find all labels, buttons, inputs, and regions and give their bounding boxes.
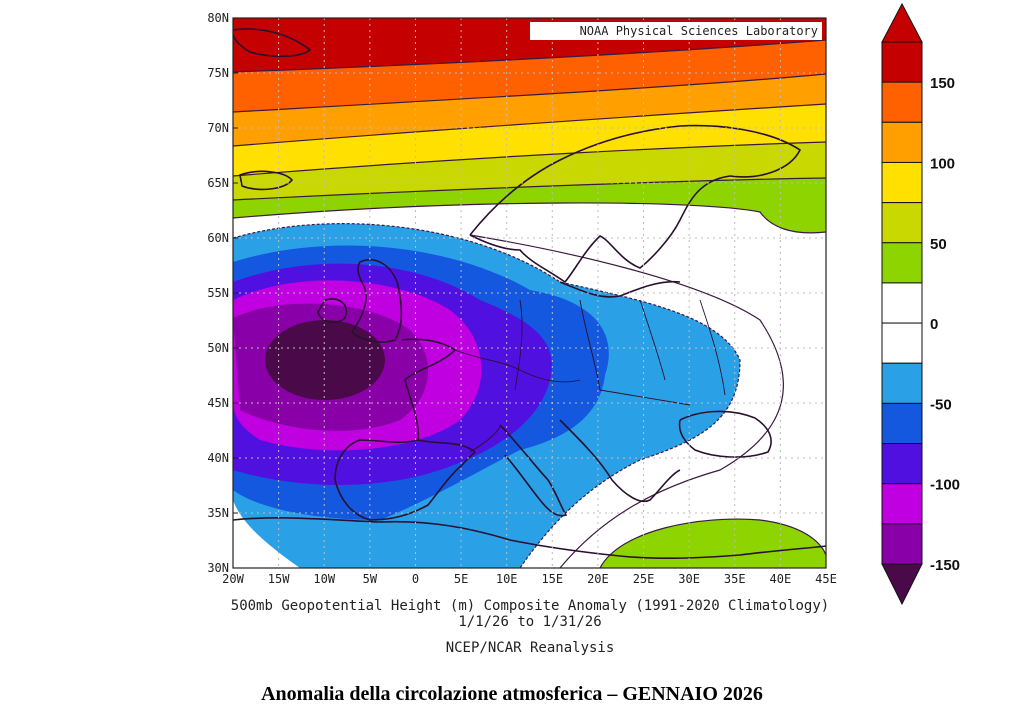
country-borders <box>454 299 726 453</box>
lon-label: 45E <box>815 572 837 586</box>
lon-label: 40E <box>770 572 792 586</box>
lon-label: 30E <box>678 572 700 586</box>
colorbar-label: -150 <box>930 557 960 574</box>
lat-label: 40N <box>207 451 229 465</box>
band-plus125 <box>233 40 826 112</box>
latitude-labels: 80N 75N 70N 65N 60N 55N 50N 45N 40N 35N 30N <box>207 11 229 575</box>
lon-label: 35E <box>724 572 746 586</box>
anomaly-field <box>233 18 826 568</box>
lon-label: 20W <box>222 572 244 586</box>
north-africa-coast <box>233 517 826 560</box>
lon-label: 5W <box>363 572 378 586</box>
colorbar-segment <box>881 81 923 123</box>
lon-label: 10E <box>496 572 518 586</box>
lon-label: 15E <box>541 572 563 586</box>
lat-label: 75N <box>207 66 229 80</box>
subtitle-line2: 1/1/26 to 1/31/26 <box>458 614 601 630</box>
lat-label: 55N <box>207 286 229 300</box>
lat-label: 45N <box>207 396 229 410</box>
colorbar-segment <box>881 41 923 83</box>
graticule <box>233 18 826 568</box>
colorbar-label: 0 <box>930 316 938 333</box>
band-minus150 <box>265 320 385 400</box>
iceland-coast <box>239 170 294 191</box>
france-coast <box>401 338 476 453</box>
colorbar-label: -50 <box>930 396 952 413</box>
lon-label: 25E <box>633 572 655 586</box>
colorbar-top-arrow <box>881 2 923 43</box>
lon-label: 15W <box>268 572 290 586</box>
colorbar-label: -100 <box>930 477 960 494</box>
colorbar-segment <box>881 161 923 204</box>
subtitle-line3: NCEP/NCAR Reanalysis <box>446 640 615 656</box>
lon-label: 20E <box>587 572 609 586</box>
coastlines <box>233 28 826 560</box>
colorbar-segment <box>881 242 923 284</box>
colorbar: 150 100 50 0 -50 -100 -150 <box>881 2 960 606</box>
british-isles <box>317 259 403 343</box>
subtitle-line1: 500mb Geopotential Height (m) Composite … <box>231 598 829 614</box>
longitude-labels: 20W 15W 10W 5W 0 5E 10E 15E 20E 25E 30E 35E 40E 45E <box>222 572 837 586</box>
colorbar-segment <box>881 402 923 445</box>
map-frame <box>232 17 827 569</box>
colorbar-bottom-arrow <box>881 563 923 606</box>
band-plus100 <box>233 74 826 146</box>
band-plus25 <box>233 178 826 233</box>
colorbar-segment <box>881 202 923 244</box>
band-plus50 <box>233 142 826 200</box>
figure-caption: Anomalia della circolazione atmosferica … <box>261 683 763 705</box>
credit-label: NOAA Physical Sciences Laboratory <box>580 24 818 38</box>
baltic-coast <box>559 280 681 298</box>
band-plus75 <box>233 104 826 176</box>
lat-label: 30N <box>207 561 229 575</box>
lat-label: 35N <box>207 506 229 520</box>
colorbar-segment <box>881 322 923 364</box>
lat-label: 70N <box>207 121 229 135</box>
colorbar-segment <box>881 121 923 163</box>
italy-coast <box>499 424 568 517</box>
credit-box <box>530 22 822 40</box>
colorbar-label: 50 <box>930 236 947 253</box>
colorbar-segment <box>881 483 923 525</box>
colorbar-segment <box>881 362 923 404</box>
iberia-coast <box>334 439 476 521</box>
colorbar-segment <box>881 443 923 485</box>
lat-label: 50N <box>207 341 229 355</box>
lon-label: 10W <box>313 572 335 586</box>
lat-label: 80N <box>207 11 229 25</box>
blacksea-coast <box>678 410 772 458</box>
colorbar-label: 100 <box>930 155 955 172</box>
scandinavia-coast <box>469 124 802 284</box>
lat-label: 60N <box>207 231 229 245</box>
lat-label: 65N <box>207 176 229 190</box>
lon-label: 5E <box>454 572 468 586</box>
band-plus25-south <box>600 519 826 568</box>
colorbar-segment <box>881 523 923 565</box>
colorbar-label: 150 <box>930 75 955 92</box>
greenland-coast <box>233 28 312 58</box>
balkans-coast <box>559 419 681 502</box>
contour-lines <box>233 39 826 568</box>
colorbar-segment <box>881 282 923 324</box>
lon-label: 0 <box>412 572 419 586</box>
